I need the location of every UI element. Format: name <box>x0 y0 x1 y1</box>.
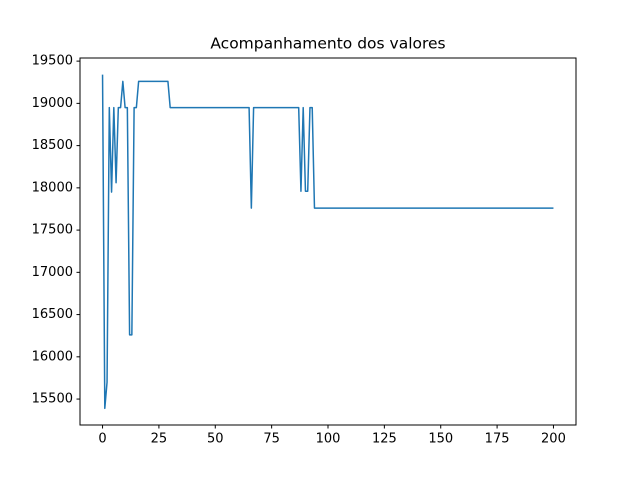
y-tick-label: 17000 <box>32 265 73 280</box>
x-tick-label: 125 <box>372 432 397 447</box>
y-tick-label: 19500 <box>32 54 73 69</box>
chart-title: Acompanhamento dos valores <box>210 35 445 53</box>
y-tick-label: 17500 <box>32 223 73 238</box>
y-tick-label: 15500 <box>32 392 73 407</box>
y-tick-label: 16000 <box>32 349 73 364</box>
y-tick-label: 16500 <box>32 307 73 322</box>
x-tick-label: 175 <box>485 432 510 447</box>
x-tick-label: 100 <box>316 432 341 447</box>
y-tick-label: 18500 <box>32 138 73 153</box>
y-tick-label: 18000 <box>32 180 73 195</box>
x-tick-label: 0 <box>98 432 106 447</box>
x-tick-label: 25 <box>151 432 168 447</box>
plot-frame <box>79 57 577 426</box>
x-tick-label: 75 <box>263 432 280 447</box>
x-tick-label: 50 <box>207 432 224 447</box>
y-tick-label: 19000 <box>32 96 73 111</box>
data-line <box>101 74 554 410</box>
x-tick-label: 150 <box>428 432 453 447</box>
x-tick-label: 200 <box>541 432 566 447</box>
